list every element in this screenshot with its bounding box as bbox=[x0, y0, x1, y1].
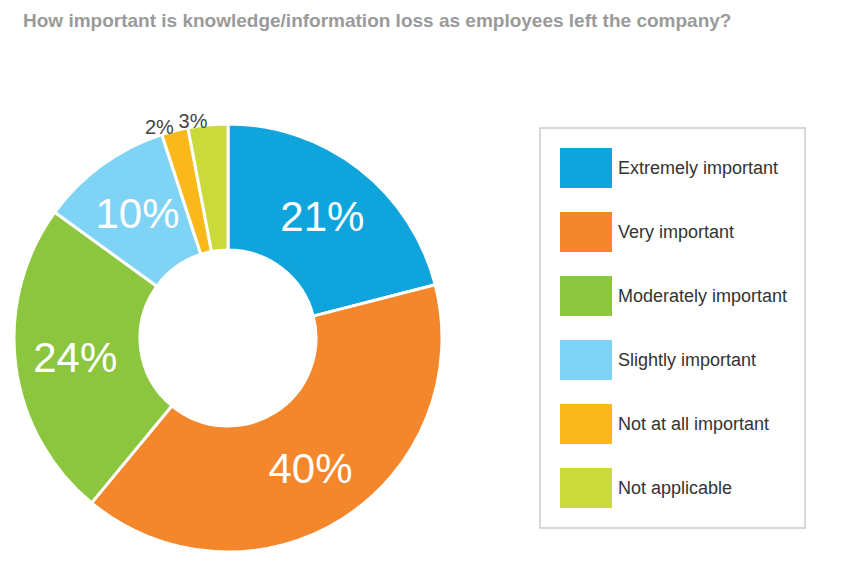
svg-text:Not applicable: Not applicable bbox=[618, 478, 732, 498]
svg-text:24%: 24% bbox=[33, 334, 117, 381]
svg-text:Not at all important: Not at all important bbox=[618, 414, 769, 434]
svg-text:Very important: Very important bbox=[618, 222, 734, 242]
svg-text:Moderately important: Moderately important bbox=[618, 286, 787, 306]
svg-text:How important is knowledge/inf: How important is knowledge/information l… bbox=[23, 10, 731, 31]
svg-text:40%: 40% bbox=[268, 445, 352, 492]
svg-text:3%: 3% bbox=[179, 110, 208, 132]
svg-text:Extremely important: Extremely important bbox=[618, 158, 778, 178]
svg-text:2%: 2% bbox=[145, 116, 174, 138]
svg-text:Slightly important: Slightly important bbox=[618, 350, 756, 370]
svg-text:21%: 21% bbox=[280, 193, 364, 240]
svg-text:10%: 10% bbox=[95, 190, 179, 237]
